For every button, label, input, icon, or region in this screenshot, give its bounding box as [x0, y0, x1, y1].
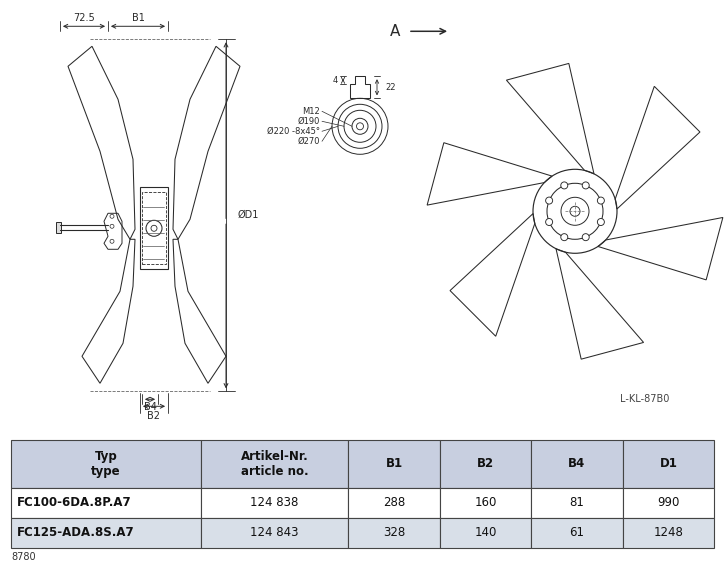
- Text: ØD1: ØD1: [238, 210, 260, 220]
- Text: B2: B2: [147, 411, 160, 421]
- Bar: [440, 488, 531, 518]
- Text: 1248: 1248: [653, 526, 684, 540]
- Bar: [201, 518, 349, 548]
- Text: 81: 81: [570, 496, 584, 509]
- Bar: [11, 518, 201, 548]
- Circle shape: [546, 218, 552, 226]
- Bar: [531, 440, 623, 488]
- Text: B1: B1: [386, 457, 402, 471]
- Text: B4: B4: [144, 402, 157, 412]
- Text: 22: 22: [385, 83, 396, 92]
- Text: Ø270: Ø270: [297, 137, 320, 146]
- Text: 140: 140: [474, 526, 497, 540]
- Text: A: A: [390, 24, 400, 39]
- Text: 8780: 8780: [11, 552, 36, 561]
- Bar: [201, 440, 349, 488]
- Text: 61: 61: [570, 526, 584, 540]
- Bar: [11, 488, 201, 518]
- Text: L-KL-87B0: L-KL-87B0: [621, 394, 670, 404]
- Bar: [623, 518, 714, 548]
- Bar: [349, 488, 440, 518]
- Bar: [623, 440, 714, 488]
- Text: FC125-ADA.8S.A7: FC125-ADA.8S.A7: [17, 526, 134, 540]
- Text: 4: 4: [333, 76, 338, 85]
- Text: 288: 288: [383, 496, 405, 509]
- Bar: [440, 440, 531, 488]
- Text: 160: 160: [474, 496, 497, 509]
- Circle shape: [560, 234, 568, 241]
- Text: Ø190: Ø190: [298, 117, 320, 126]
- Bar: [440, 518, 531, 548]
- Bar: [11, 440, 201, 488]
- Circle shape: [597, 218, 605, 226]
- Bar: [531, 488, 623, 518]
- Text: M12: M12: [302, 107, 320, 116]
- Circle shape: [546, 197, 552, 204]
- Text: 990: 990: [658, 496, 679, 509]
- Circle shape: [582, 182, 589, 189]
- Text: B4: B4: [568, 457, 586, 471]
- Circle shape: [560, 182, 568, 189]
- Text: 124 838: 124 838: [250, 496, 299, 509]
- Text: B1: B1: [131, 13, 144, 24]
- Bar: [140, 187, 168, 269]
- Text: Artikel-Nr.
article no.: Artikel-Nr. article no.: [241, 450, 308, 478]
- Text: D1: D1: [660, 457, 677, 471]
- Bar: [349, 518, 440, 548]
- Text: Typ
type: Typ type: [91, 450, 120, 478]
- Bar: [623, 488, 714, 518]
- Bar: [531, 518, 623, 548]
- Bar: [142, 192, 166, 264]
- Text: Ø220 -8x45°: Ø220 -8x45°: [267, 127, 320, 136]
- Circle shape: [597, 197, 605, 204]
- Bar: [349, 440, 440, 488]
- Bar: [201, 488, 349, 518]
- Text: 328: 328: [383, 526, 405, 540]
- Text: 124 843: 124 843: [250, 526, 299, 540]
- Text: B2: B2: [477, 457, 494, 471]
- Bar: [56, 222, 61, 233]
- Circle shape: [582, 234, 589, 241]
- Text: 72.5: 72.5: [73, 13, 95, 24]
- Text: FC100-6DA.8P.A7: FC100-6DA.8P.A7: [17, 496, 131, 509]
